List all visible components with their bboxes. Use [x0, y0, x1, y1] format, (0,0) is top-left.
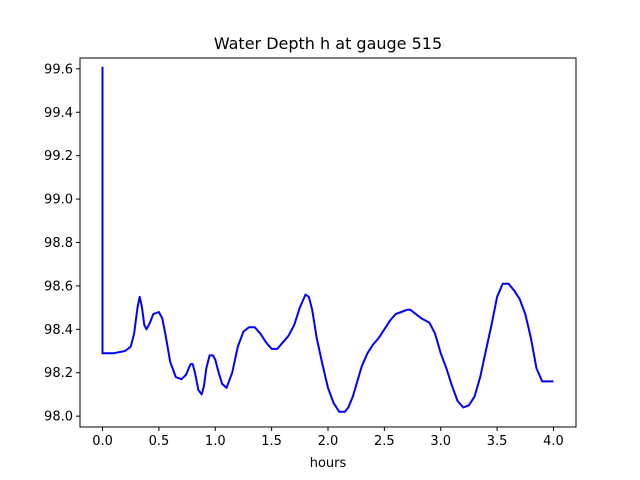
y-tick-label: 99.4 [44, 106, 73, 121]
x-tick-label: 0.5 [149, 434, 170, 449]
y-tick-label: 98.0 [44, 410, 73, 425]
y-axis-ticks: 98.0 98.2 98.4 98.6 98.8 99.0 99.2 99.4 99.6 [44, 62, 80, 425]
x-axis-ticks: 0.0 0.5 1.0 1.5 2.0 2.5 3.0 3.5 4.0 [92, 427, 564, 449]
x-tick-label: 2.0 [318, 434, 339, 449]
series-line-0 [101, 66, 554, 413]
x-tick-label: 4.0 [543, 434, 564, 449]
y-tick-label: 99.0 [44, 193, 73, 208]
x-tick-label: 1.5 [261, 434, 282, 449]
y-tick-label: 98.8 [44, 236, 73, 251]
plot-frame [79, 57, 577, 428]
plot-area [101, 66, 554, 413]
y-tick-label: 98.2 [44, 366, 73, 381]
y-tick-label: 99.6 [44, 62, 73, 77]
x-axis-label: hours [310, 456, 347, 471]
y-tick-label: 99.2 [44, 149, 73, 164]
y-tick-label: 98.4 [44, 323, 73, 338]
x-tick-label: 2.5 [374, 434, 395, 449]
x-tick-label: 0.0 [92, 434, 113, 449]
chart-title: Water Depth h at gauge 515 [214, 34, 442, 53]
y-tick-label: 98.6 [44, 279, 73, 294]
x-tick-label: 3.5 [487, 434, 508, 449]
x-tick-label: 3.0 [430, 434, 451, 449]
x-tick-label: 1.0 [205, 434, 226, 449]
